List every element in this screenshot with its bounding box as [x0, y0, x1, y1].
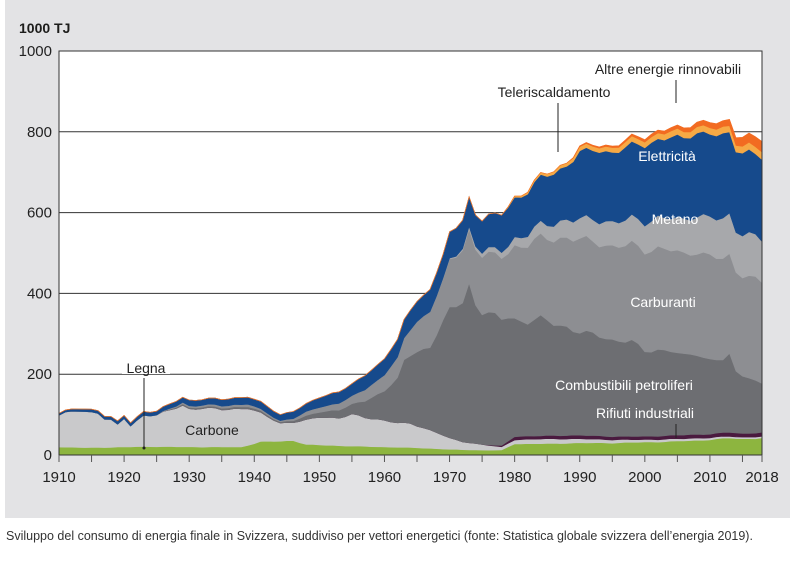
y-axis: 0 200 400 600 800 1000: [19, 43, 52, 464]
x-tick-label: 1970: [433, 469, 466, 486]
series-label-teleriscaldamento: Teleriscaldamento: [498, 84, 611, 100]
series-label-carburanti: Carburanti: [630, 294, 695, 310]
x-axis: 1910 1920 1930 1940 1950 1960 1970 1980 1990 2000…: [42, 455, 779, 486]
y-tick-label: 1000: [19, 43, 52, 60]
y-tick-label: 600: [27, 205, 52, 222]
y-tick-label: 800: [27, 124, 52, 141]
x-tick-label: 1920: [107, 469, 140, 486]
x-tick-label: 1960: [368, 469, 401, 486]
label-pointer-dot: [142, 446, 146, 450]
series-label-combustibili-petroliferi: Combustibili petroliferi: [555, 377, 693, 393]
x-tick-label: 1950: [303, 469, 336, 486]
series-label-legna: Legna: [127, 360, 166, 376]
x-tick-label: 1910: [42, 469, 75, 486]
y-tick-label: 0: [44, 447, 52, 464]
figure-caption: Sviluppo del consumo di energia finale i…: [6, 529, 753, 543]
plot-frame: [58, 50, 763, 456]
x-tick-label: 2000: [628, 469, 661, 486]
series-labels: Elettricità Metano Carburanti Combustibili …: [122, 61, 741, 450]
y-tick-label: 200: [27, 366, 52, 383]
series-label-metano: Metano: [652, 211, 699, 227]
series-label-altre-energie-rinnovabili: Altre energie rinnovabili: [595, 61, 741, 77]
x-tick-label: 2018: [745, 469, 778, 486]
label-background: [122, 360, 170, 374]
x-tick-label: 2010: [693, 469, 726, 486]
series-label-elettricit-: Elettricità: [638, 148, 696, 164]
x-tick-label: 1980: [498, 469, 531, 486]
y-tick-label: 400: [27, 285, 52, 302]
series-label-carbone: Carbone: [185, 422, 239, 438]
x-tick-label: 1990: [563, 469, 596, 486]
x-tick-label: 1930: [172, 469, 205, 486]
y-axis-unit-label: 1000 TJ: [19, 20, 71, 36]
series-label-rifiuti-industriali: Rifiuti industriali: [596, 405, 694, 421]
x-tick-label: 1940: [238, 469, 271, 486]
